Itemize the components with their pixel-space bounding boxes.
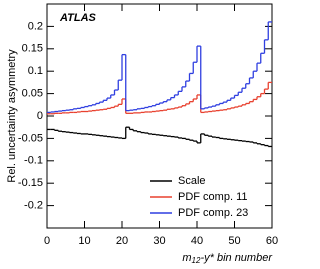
- x-label-main: m: [182, 252, 191, 264]
- y-tick-label: -0.15: [18, 177, 43, 189]
- x-tick-label: 0: [44, 235, 50, 247]
- y-axis-label: Rel. uncertainty asymmetry: [6, 49, 18, 183]
- x-tick-label: 40: [191, 235, 203, 247]
- y-tick-label: -0.1: [24, 155, 43, 167]
- x-label-sub: 12: [192, 256, 201, 265]
- chart: ATLAS Rel. uncertainty asymmetry m12-y* …: [6, 3, 278, 265]
- legend-label: Scale: [178, 175, 206, 187]
- legend-label: PDF comp. 11: [178, 191, 248, 203]
- x-tick-label: 50: [228, 235, 240, 247]
- x-tick-label: 60: [266, 235, 278, 247]
- annotation: ATLAS: [59, 12, 97, 24]
- y-tick-label: -0.05: [18, 132, 43, 144]
- y-tick-label: -0.2: [24, 200, 43, 212]
- y-tick-label: 0.15: [22, 43, 43, 55]
- x-tick-label: 10: [78, 235, 90, 247]
- legend-label: PDF comp. 23: [178, 207, 248, 219]
- x-axis-label: m12-y* bin number: [182, 252, 273, 265]
- y-tick-label: 0: [37, 110, 43, 122]
- y-tick-label: 0.05: [22, 88, 43, 100]
- x-tick-label: 30: [153, 235, 165, 247]
- x-tick-label: 20: [116, 235, 128, 247]
- x-label-rest: -y* bin number: [200, 252, 273, 264]
- y-tick-label: 0.1: [28, 65, 43, 77]
- y-tick-label: 0.2: [28, 20, 43, 32]
